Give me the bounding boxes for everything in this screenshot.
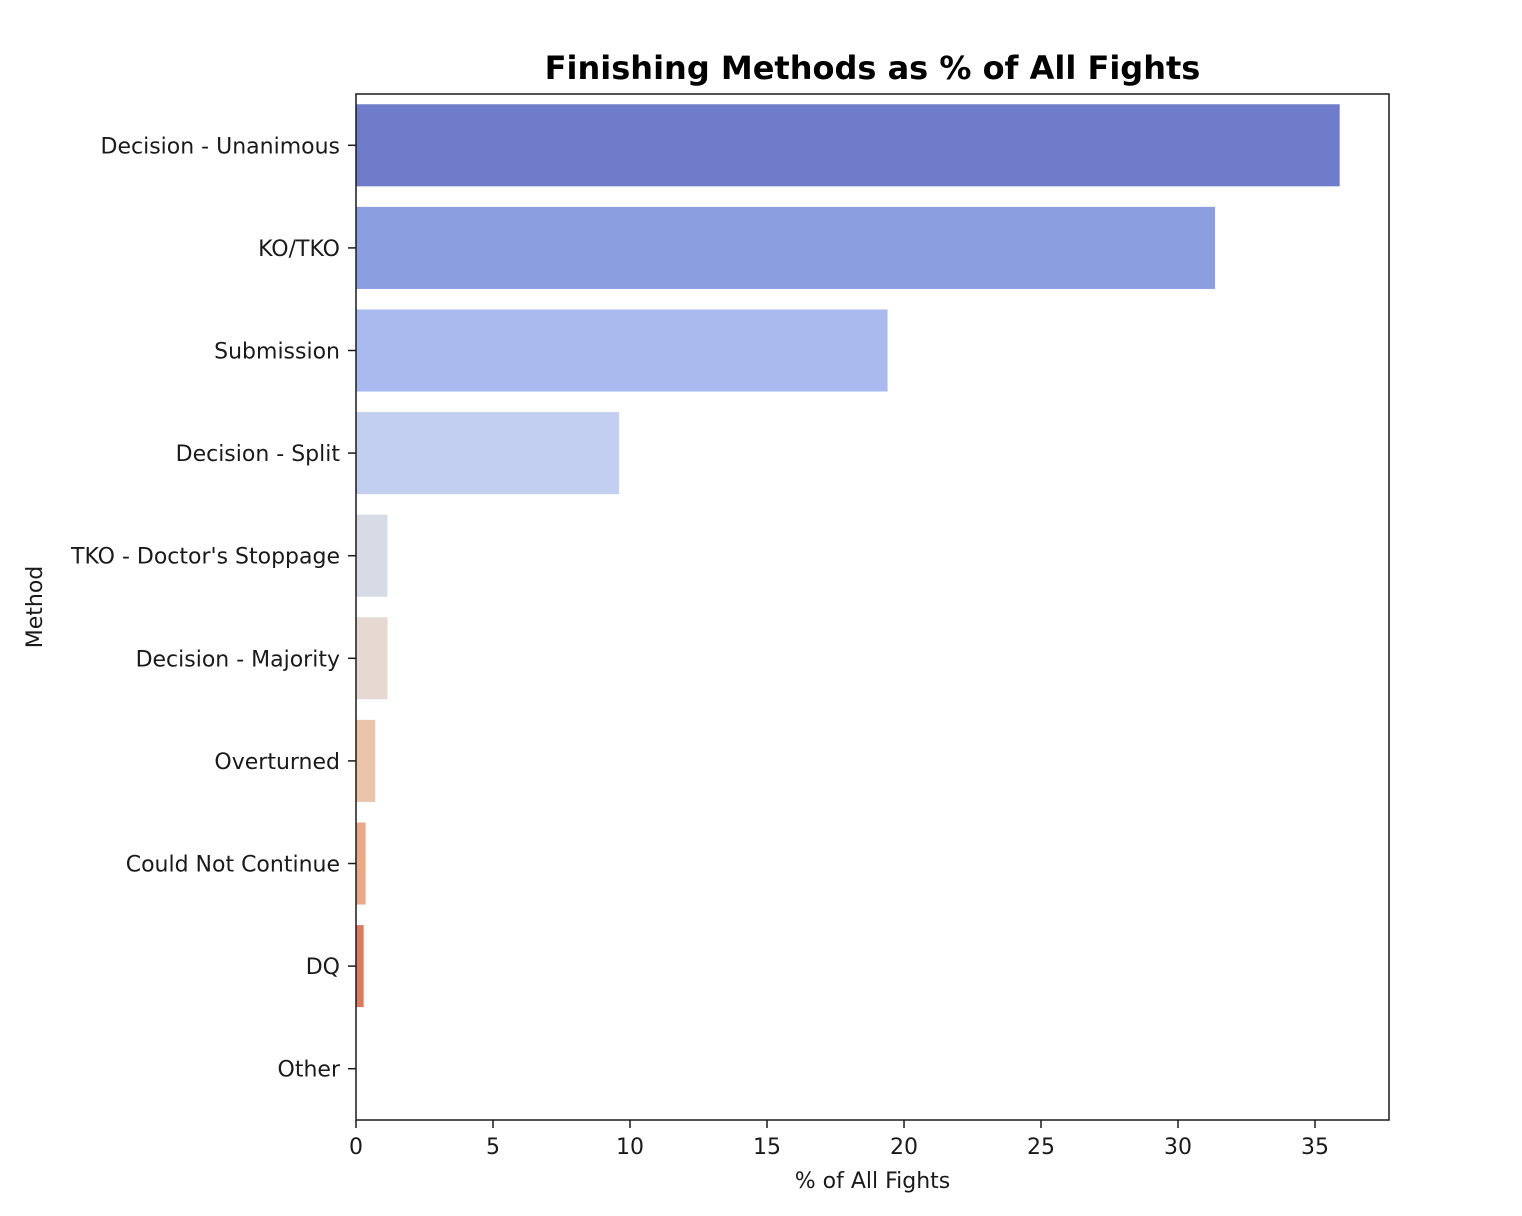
y-tick-label: TKO - Doctor's Stoppage <box>70 545 340 570</box>
bar <box>356 925 364 1008</box>
x-tick-label: 0 <box>349 1135 363 1160</box>
y-tick-label: KO/TKO <box>258 237 340 262</box>
x-tick-label: 5 <box>486 1135 500 1160</box>
y-axis: Decision - Unanimous KO/TKO Submission Deci… <box>70 134 356 1083</box>
y-tick-label: Submission <box>214 340 340 365</box>
x-tick-label: 35 <box>1301 1135 1329 1160</box>
bar <box>356 617 388 700</box>
bar <box>356 719 376 802</box>
x-tick-label: 10 <box>616 1135 644 1160</box>
y-tick-label: DQ <box>306 955 340 980</box>
y-tick-label: Could Not Continue <box>126 853 340 878</box>
y-axis-label: Method <box>23 566 48 649</box>
y-tick-label: Other <box>278 1058 341 1083</box>
x-axis: 0 5 10 15 20 25 30 35 <box>349 1120 1329 1160</box>
x-tick-label: 20 <box>890 1135 918 1160</box>
bars-group <box>356 104 1340 1008</box>
plot-frame <box>355 93 1390 1121</box>
y-tick-label: Decision - Majority <box>136 647 340 672</box>
x-tick-label: 15 <box>753 1135 781 1160</box>
y-tick-label: Decision - Split <box>176 442 341 467</box>
bar <box>356 514 388 597</box>
bar <box>356 412 620 495</box>
bar <box>356 822 366 905</box>
bar <box>356 309 888 392</box>
bar <box>356 104 1340 187</box>
bar <box>356 206 1216 289</box>
y-tick-label: Decision - Unanimous <box>101 134 340 159</box>
x-tick-label: 25 <box>1027 1135 1055 1160</box>
y-tick-label: Overturned <box>214 750 340 775</box>
x-axis-label: % of All Fights <box>795 1169 951 1194</box>
x-tick-label: 30 <box>1164 1135 1192 1160</box>
chart-title: Finishing Methods as % of All Fights <box>545 49 1201 87</box>
